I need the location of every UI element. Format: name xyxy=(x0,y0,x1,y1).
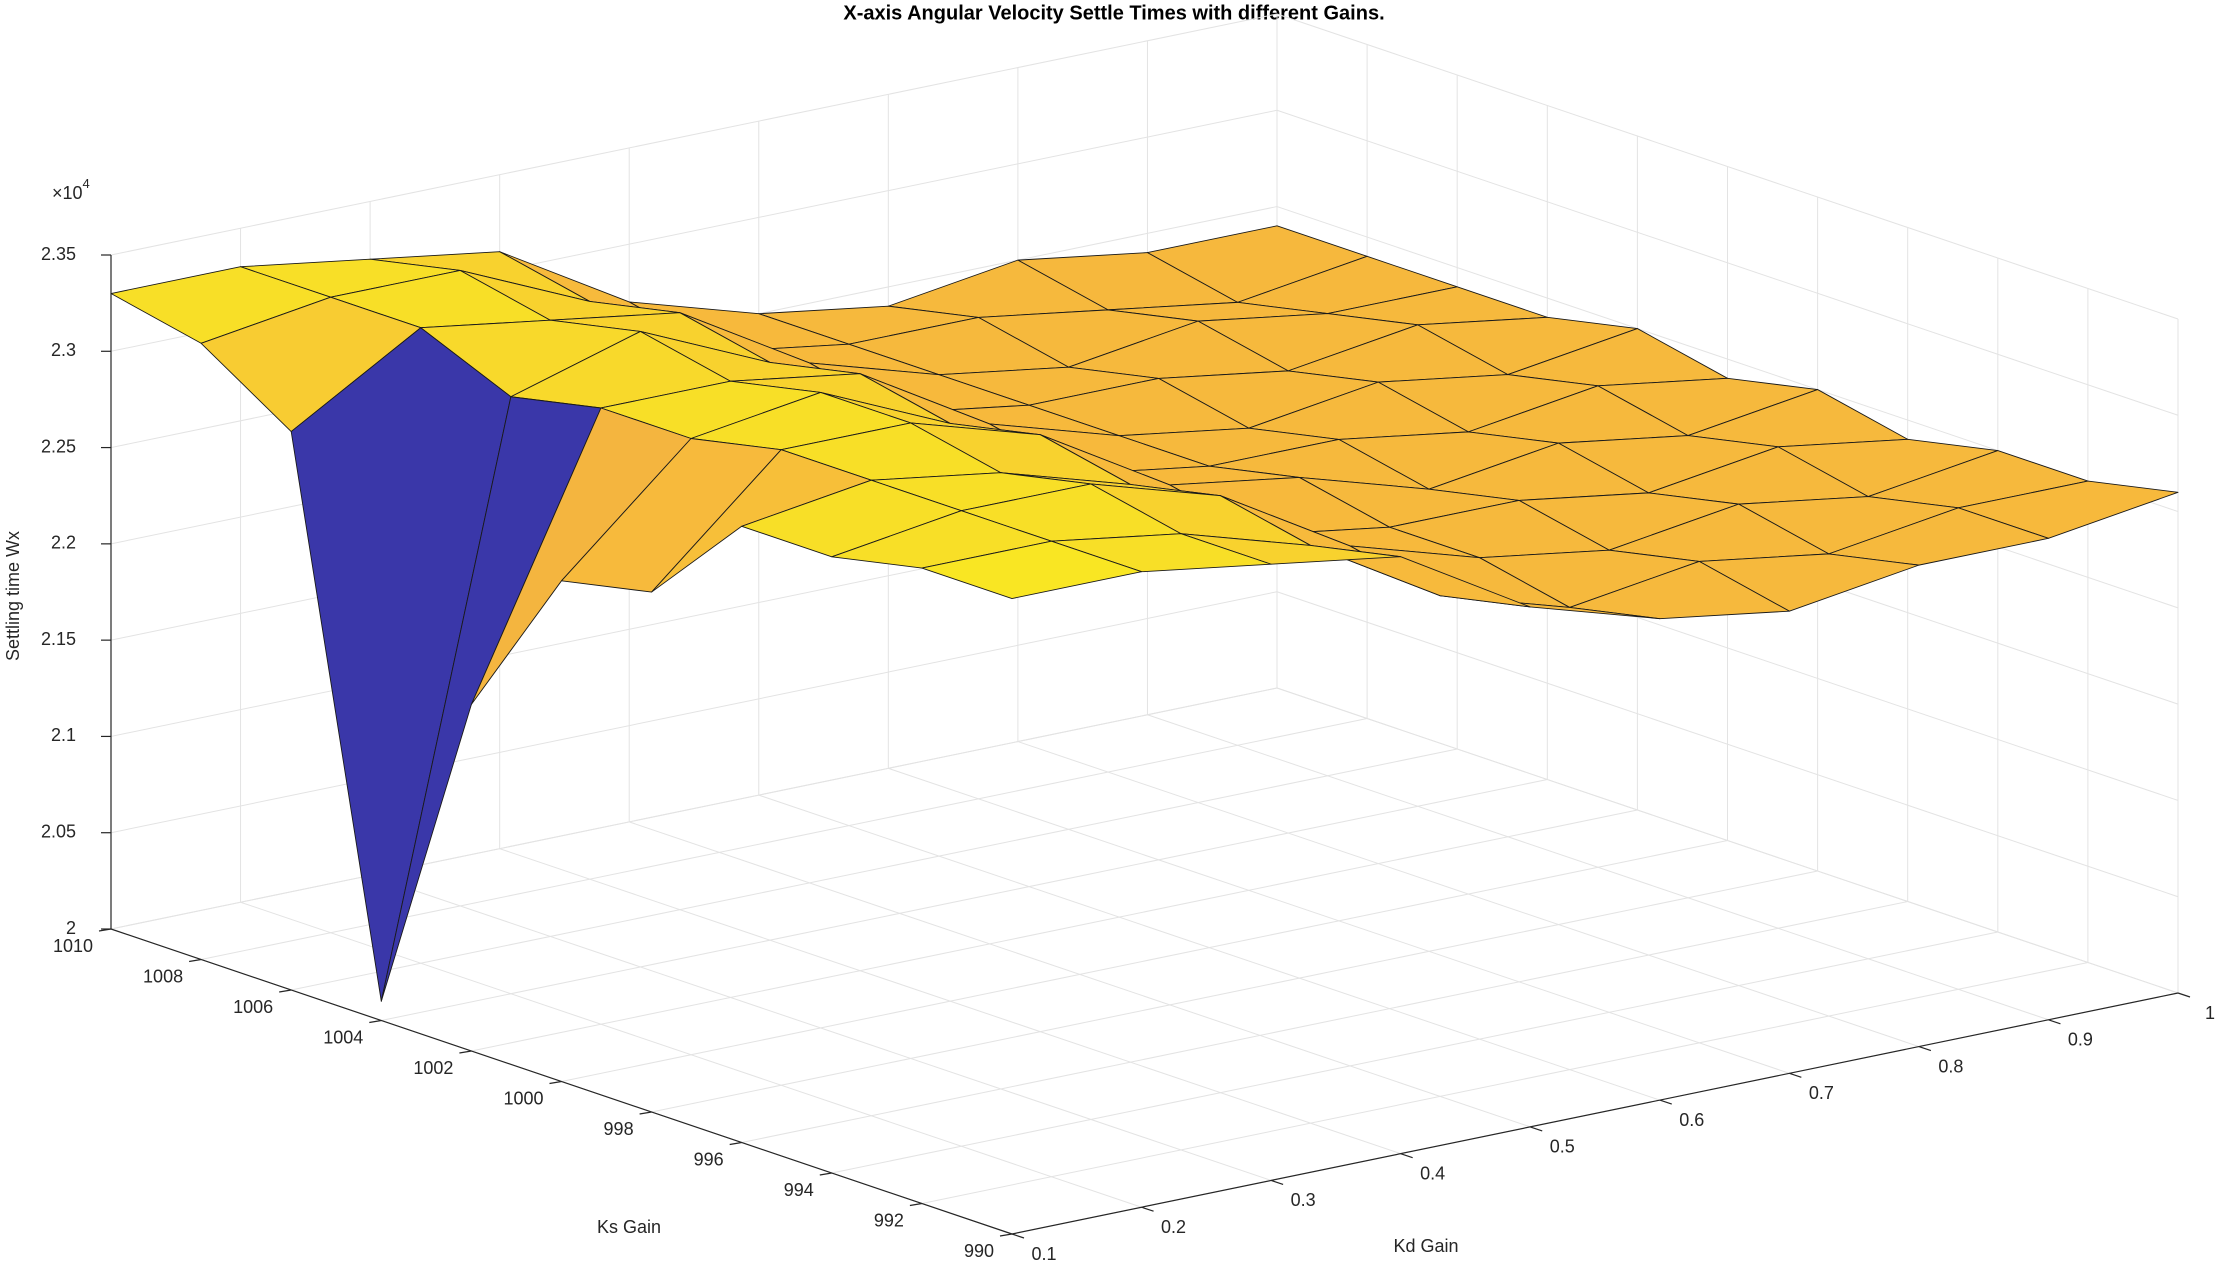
y-axis-label: Ks Gain xyxy=(597,1217,661,1237)
x-tick-label: 0.6 xyxy=(1679,1110,1704,1130)
tick-mark xyxy=(819,1172,832,1176)
grid-line xyxy=(741,901,1908,1143)
y-tick-label: 1000 xyxy=(503,1088,543,1108)
grid-line xyxy=(1276,591,2179,898)
y-tick-label: 1006 xyxy=(233,997,273,1017)
z-axis-label: Settling time Wx xyxy=(3,531,23,661)
x-tick-label: 0.9 xyxy=(2068,1030,2093,1050)
tick-mark xyxy=(459,1050,472,1054)
tick-mark xyxy=(1141,1206,1154,1212)
tick-mark xyxy=(1270,1179,1284,1186)
z-tick-label: 2.1 xyxy=(51,725,76,745)
tick-mark xyxy=(1011,1233,1025,1239)
grid-line xyxy=(651,870,1818,1113)
z-tick-label: 2.2 xyxy=(51,533,76,553)
tick-mark xyxy=(369,1019,382,1024)
x-tick-label: 0.3 xyxy=(1291,1190,1316,1210)
z-exponent: ×104 xyxy=(52,176,90,202)
y-tick-label: 1002 xyxy=(413,1058,453,1078)
x-tick-label: 0.8 xyxy=(1938,1056,1963,1076)
y-tick-label: 996 xyxy=(694,1149,724,1169)
grid-line xyxy=(921,962,2089,1204)
z-exponent-power: 4 xyxy=(83,176,90,191)
y-tick-label: 1004 xyxy=(323,1027,363,1047)
x-tick-label: 1 xyxy=(2205,1003,2215,1023)
tick-mark xyxy=(189,958,202,963)
chart-title: X-axis Angular Velocity Settle Times wit… xyxy=(843,2,1384,24)
tick-mark xyxy=(1659,1099,1672,1105)
grid-line xyxy=(291,748,1458,991)
x-tick-label: 0.2 xyxy=(1161,1217,1186,1237)
tick-mark xyxy=(1530,1126,1543,1132)
grid-line xyxy=(831,931,1998,1174)
tick-mark xyxy=(279,989,292,993)
z-tick-label: 2 xyxy=(66,918,76,938)
tick-mark xyxy=(2177,992,2191,998)
tick-mark xyxy=(1789,1072,1802,1078)
x-tick-label: 0.5 xyxy=(1550,1137,1575,1157)
z-tick-label: 2.15 xyxy=(41,629,76,649)
x-tick-label: 0.4 xyxy=(1420,1163,1445,1183)
tick-mark xyxy=(729,1141,742,1146)
x-axis-label: Kd Gain xyxy=(1393,1236,1458,1256)
y-tick-label: 1008 xyxy=(143,966,183,986)
tick-mark xyxy=(909,1202,922,1207)
x-tick-label: 0.1 xyxy=(1031,1244,1056,1264)
grid-line xyxy=(110,687,1278,930)
grid-line xyxy=(110,13,1278,256)
z-tick-label: 2.3 xyxy=(51,340,76,360)
z-exponent-base: ×10 xyxy=(52,183,83,203)
tick-mark xyxy=(2048,1019,2061,1025)
grid-line xyxy=(110,591,1278,834)
grid-line xyxy=(1276,687,2179,994)
z-tick-label: 2.25 xyxy=(41,436,76,456)
grid-line xyxy=(381,779,1548,1021)
grid-line xyxy=(1276,13,2179,320)
tick-mark xyxy=(1918,1045,1932,1052)
grid-line xyxy=(471,809,1638,1052)
y-tick-label: 998 xyxy=(604,1119,634,1139)
grid-line xyxy=(1276,109,2179,416)
y-tick-label: 990 xyxy=(964,1241,994,1261)
tick-mark xyxy=(639,1111,652,1115)
grid-line xyxy=(561,840,1728,1082)
y-tick-label: 992 xyxy=(874,1210,904,1230)
z-tick-label: 2.35 xyxy=(41,244,76,264)
tick-mark xyxy=(549,1080,562,1085)
y-tick-label: 1010 xyxy=(53,936,93,956)
axis-line xyxy=(1011,992,2179,1235)
x-tick-label: 0.7 xyxy=(1809,1083,1834,1103)
tick-mark xyxy=(999,1233,1013,1237)
z-tick-label: 2.05 xyxy=(41,821,76,841)
surface-face xyxy=(921,540,1143,599)
y-tick-label: 994 xyxy=(784,1180,814,1200)
tick-mark xyxy=(1400,1153,1413,1159)
